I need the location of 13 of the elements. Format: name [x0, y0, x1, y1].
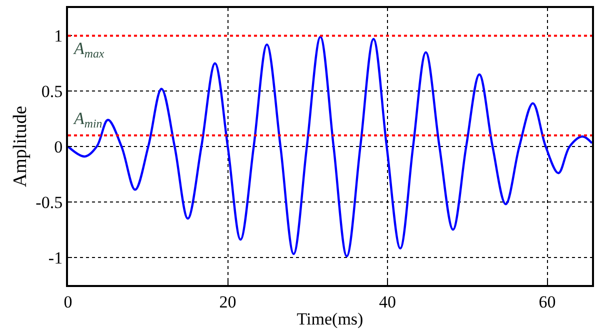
y-tick-label: 0.5	[41, 82, 63, 102]
y-tick-label: -0.5	[36, 192, 63, 212]
ref-line-label: A$_{min}$	[73, 109, 102, 131]
line-series	[68, 36, 592, 258]
y-axis-title: Amplitude	[10, 106, 32, 188]
ref-line-label: A$_{max}$	[73, 39, 105, 61]
x-tick-label: 40	[379, 292, 396, 312]
y-tick-label: 0	[54, 137, 63, 156]
x-tick-label: 20	[219, 292, 236, 312]
x-axis-title: Time(ms)	[296, 309, 364, 328]
y-tick-label: -1	[48, 248, 63, 268]
y-tick-label: 1	[54, 26, 63, 46]
x-tick-label: 60	[538, 292, 556, 312]
